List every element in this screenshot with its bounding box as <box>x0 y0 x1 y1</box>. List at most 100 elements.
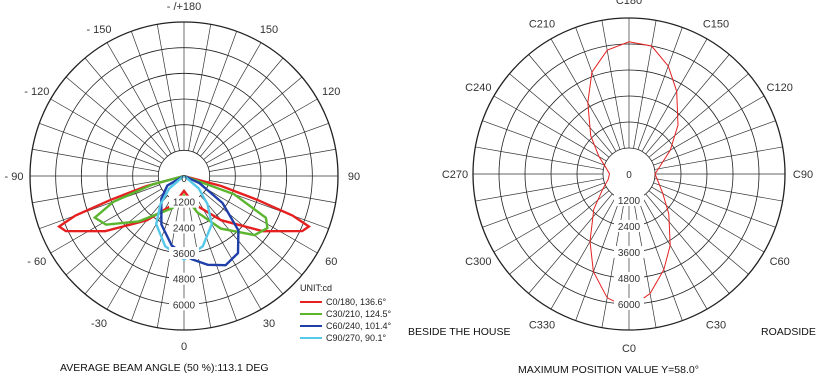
grid-spoke <box>575 27 622 154</box>
grid-spoke <box>493 184 611 253</box>
legend-entry: C60/240, 101.4° <box>326 321 392 331</box>
grid-spoke <box>197 57 284 160</box>
angle-label: 120 <box>322 86 340 98</box>
legend-entry: C30/210, 124.5° <box>326 309 392 319</box>
grid-spoke <box>191 196 237 321</box>
grid-spoke <box>156 24 181 155</box>
grid-spoke <box>636 194 683 321</box>
grid-spoke <box>187 24 212 155</box>
grid-spoke <box>601 20 626 153</box>
ring-label-bg <box>169 195 199 208</box>
ring-label: 1200 <box>618 196 641 207</box>
grid-spoke <box>205 148 336 173</box>
grid-spoke <box>482 120 609 167</box>
grid-spoke <box>204 123 329 169</box>
ring-label: 2400 <box>618 222 641 233</box>
angle-label: C60 <box>770 256 790 268</box>
right-polar-grid <box>472 17 786 331</box>
ring-label-bg <box>169 247 199 259</box>
grid-spoke <box>650 146 783 171</box>
angle-label: C150 <box>703 18 729 30</box>
ring-label-bg <box>169 221 199 234</box>
ring-label-bg <box>169 272 199 285</box>
grid-spoke <box>649 181 776 228</box>
ring-label-bg <box>614 298 644 310</box>
angle-label: - 60 <box>27 256 46 268</box>
grid-spoke <box>642 190 730 294</box>
grid-spoke <box>191 31 237 156</box>
grid-spoke <box>131 196 177 321</box>
grid-spoke <box>200 189 303 276</box>
legend-entry: C0/180, 136.6° <box>326 297 387 307</box>
ring-label-bg <box>614 272 644 284</box>
left-angle-labels: 0 30 60 90 120 150 - /+180 -30 - 60 - 90 - 120 - 15… <box>5 1 361 353</box>
grid-spoke <box>84 192 171 295</box>
series-curve-2 <box>160 175 240 267</box>
angle-label: C30 <box>706 320 726 332</box>
grid-spoke <box>39 183 164 229</box>
left-series-group <box>56 174 312 267</box>
angle-label: - 90 <box>5 171 24 183</box>
ring-label-bg <box>614 194 644 206</box>
ring-label: 3600 <box>618 248 641 259</box>
angle-label: C270 <box>442 169 468 181</box>
grid-spoke <box>493 95 611 164</box>
grid-spoke <box>202 98 318 166</box>
left-caption: AVERAGE BEAM ANGLE (50 %):113.1 DEG <box>60 362 269 374</box>
ring-label: 4800 <box>618 274 641 285</box>
angle-label: - 150 <box>86 24 111 36</box>
grid-spoke <box>647 95 765 164</box>
angle-label: - /+180 <box>167 1 202 13</box>
grid-spoke <box>550 38 619 156</box>
angle-label: 30 <box>263 318 275 330</box>
ring-label: 4800 <box>173 275 196 286</box>
angle-label: C330 <box>529 320 555 332</box>
angle-label: C90 <box>793 169 813 181</box>
grid-spoke <box>482 181 609 228</box>
grid-spoke <box>475 146 608 171</box>
grid-spoke <box>639 38 708 156</box>
grid-spoke <box>156 197 181 328</box>
grid-spoke <box>601 195 626 328</box>
grid-spoke <box>645 73 749 161</box>
grid-spoke <box>528 54 616 158</box>
right-angle-labels: C0 C30 C60 C90 C120 C150 C180 C210 C240 C270 C300 C… <box>442 0 813 355</box>
right-center-label: 0 <box>626 170 632 181</box>
angle-label: 60 <box>325 256 337 268</box>
grid-spoke <box>131 31 177 156</box>
left-ring-labels: 1200 2400 3600 4800 6000 <box>169 195 199 311</box>
left-center-label: 0 <box>181 174 187 185</box>
left-unit-label: UNIT:cd <box>300 283 332 293</box>
angle-label: C210 <box>529 18 555 30</box>
grid-ring <box>472 17 786 331</box>
grid-spoke <box>647 184 765 253</box>
grid-spoke <box>197 192 284 295</box>
grid-spoke <box>632 20 657 153</box>
left-polar-chart: 0 30 60 90 120 150 - /+180 -30 - 60 - 90 - 120 - 15… <box>5 1 392 374</box>
right-ring-labels: 1200 2400 3600 4800 6000 <box>614 194 644 311</box>
grid-spoke <box>649 120 776 167</box>
ring-label: 2400 <box>173 223 196 234</box>
right-caption: MAXIMUM POSITION VALUE Y=58.0° <box>518 364 699 376</box>
grid-spoke <box>642 54 730 158</box>
angle-label: C0 <box>622 343 636 355</box>
left-side-note: BESIDE THE HOUSE <box>408 326 511 338</box>
grid-spoke <box>65 76 168 163</box>
ring-label: 6000 <box>173 300 196 311</box>
grid-spoke <box>194 194 262 310</box>
grid-spoke <box>550 192 619 310</box>
angle-label: C300 <box>465 256 491 268</box>
grid-spoke <box>475 177 608 202</box>
grid-spoke <box>50 98 166 166</box>
angle-label: 90 <box>348 171 360 183</box>
ring-label-bg <box>614 246 644 258</box>
right-series-group <box>587 41 679 309</box>
series-curve-0 <box>56 174 312 233</box>
series-curve-3 <box>154 175 214 261</box>
grid-spoke <box>650 177 783 202</box>
grid-spoke <box>39 123 164 169</box>
ring-label: 3600 <box>173 249 196 260</box>
grid-spoke <box>194 42 262 158</box>
legend-entry: C90/270, 90.1° <box>326 333 387 343</box>
